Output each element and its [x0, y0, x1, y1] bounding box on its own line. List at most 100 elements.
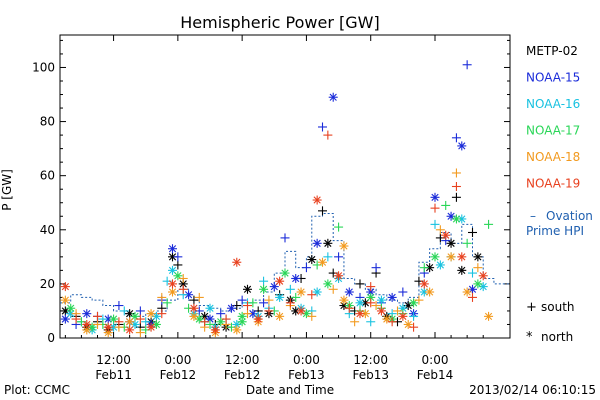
- data-point-noaa-18: [146, 309, 156, 319]
- data-point-noaa-15: [291, 273, 301, 283]
- marker-legend: + south * north: [526, 300, 575, 345]
- data-point-noaa-18: [82, 325, 92, 335]
- data-point-noaa-17: [66, 303, 76, 313]
- x-tick-label-date: Feb14: [417, 368, 454, 382]
- data-point-noaa-19: [441, 230, 451, 240]
- legend-entry-noaa-16: NOAA-16: [526, 97, 580, 111]
- legend: METP-02 NOAA-15 NOAA-16 NOAA-17 NOAA-18 NOAA-…: [526, 44, 580, 191]
- data-point-noaa-19: [451, 182, 461, 191]
- data-point-metp-02: [355, 279, 365, 289]
- ovation-legend-label-line2: Prime HPI: [526, 224, 584, 238]
- data-point-noaa-17: [441, 200, 451, 210]
- data-point-noaa-15: [334, 252, 344, 262]
- plot-border: [59, 34, 511, 339]
- data-point-noaa-18: [350, 317, 360, 327]
- data-point-noaa-19: [398, 311, 408, 321]
- x-tick-label-time: 12:00: [353, 353, 388, 367]
- data-point-noaa-16: [119, 306, 129, 316]
- data-points: [60, 60, 494, 338]
- data-point-noaa-15: [216, 309, 226, 319]
- x-tick-label-date: Feb11: [95, 368, 132, 382]
- footer-timestamp: 2013/02/14 06:10:15: [469, 383, 596, 397]
- data-point-noaa-15: [301, 263, 311, 273]
- data-point-metp-02: [189, 295, 199, 305]
- data-point-metp-02: [243, 284, 252, 294]
- data-point-noaa-16: [275, 292, 285, 302]
- data-point-noaa-19: [221, 314, 231, 324]
- data-point-noaa-19: [409, 322, 419, 332]
- data-point-noaa-16: [355, 298, 365, 308]
- y-axis: 0 20 40 60 80 100: [32, 39, 510, 345]
- data-point-noaa-19: [200, 317, 210, 327]
- data-point-noaa-18: [157, 292, 167, 302]
- data-point-noaa-18: [232, 325, 242, 335]
- data-point-noaa-17: [462, 238, 472, 248]
- data-point-noaa-18: [451, 168, 461, 178]
- data-point-noaa-18: [135, 328, 145, 338]
- data-point-noaa-18: [414, 295, 424, 305]
- data-point-noaa-15: [371, 263, 381, 273]
- data-point-metp-02: [323, 238, 333, 248]
- data-point-noaa-19: [82, 319, 92, 329]
- data-point-noaa-19: [366, 298, 376, 308]
- data-point-noaa-15: [280, 233, 290, 243]
- x-axis-label: Date and Time: [246, 383, 334, 397]
- data-point-noaa-18: [275, 311, 285, 321]
- data-point-noaa-19: [243, 301, 252, 311]
- data-point-noaa-15: [173, 252, 183, 262]
- data-point-noaa-15: [114, 301, 124, 311]
- data-point-noaa-18: [178, 273, 188, 283]
- data-point-noaa-17: [473, 279, 483, 289]
- data-point-metp-02: [318, 206, 327, 216]
- data-point-noaa-18: [446, 252, 456, 262]
- data-point-noaa-19: [210, 325, 220, 335]
- data-point-noaa-17: [291, 292, 301, 302]
- data-point-noaa-19: [323, 130, 333, 140]
- data-point-noaa-19: [296, 306, 306, 316]
- data-point-noaa-18: [435, 225, 445, 235]
- data-point-noaa-16: [366, 317, 376, 327]
- data-point-noaa-15: [168, 244, 177, 254]
- data-point-noaa-19: [93, 311, 102, 321]
- data-point-noaa-15: [82, 309, 92, 319]
- x-tick-label-time: 12:00: [225, 353, 260, 367]
- data-point-noaa-16: [141, 317, 151, 327]
- ovation-legend: – Ovation Prime HPI: [526, 209, 593, 238]
- data-point-noaa-19: [232, 257, 242, 267]
- y-tick-label: 80: [40, 115, 55, 129]
- data-point-noaa-19: [457, 252, 467, 262]
- data-point-noaa-19: [114, 317, 124, 327]
- data-point-noaa-15: [184, 290, 194, 300]
- data-point-noaa-15: [259, 298, 269, 308]
- data-point-noaa-15: [398, 287, 408, 297]
- data-point-noaa-17: [451, 214, 461, 224]
- data-point-noaa-15: [457, 141, 467, 151]
- data-point-noaa-19: [366, 282, 376, 292]
- data-point-noaa-16: [430, 219, 440, 229]
- data-point-metp-02: [173, 260, 183, 270]
- legend-entry-metp-02: METP-02: [526, 44, 578, 58]
- data-point-noaa-15: [312, 238, 322, 248]
- data-point-noaa-19: [275, 276, 285, 286]
- data-point-noaa-19: [387, 317, 397, 327]
- data-point-noaa-19: [253, 314, 263, 324]
- data-point-noaa-18: [296, 287, 306, 297]
- data-point-noaa-15: [318, 122, 327, 132]
- data-point-noaa-16: [409, 311, 419, 321]
- data-point-noaa-16: [259, 276, 269, 286]
- legend-entry-noaa-15: NOAA-15: [526, 71, 580, 85]
- y-tick-label: 100: [32, 60, 55, 74]
- data-point-noaa-18: [425, 287, 435, 297]
- marker-legend-symbol: +: [526, 300, 537, 315]
- data-point-noaa-17: [323, 279, 333, 289]
- plot-area: [59, 34, 511, 339]
- ovation-legend-label-line1: Ovation: [546, 209, 593, 223]
- x-tick-label-time: 0:00: [293, 353, 320, 367]
- data-point-noaa-17: [248, 298, 258, 308]
- y-tick-label: 20: [40, 277, 55, 291]
- data-point-noaa-18: [462, 287, 472, 297]
- data-point-noaa-19: [60, 282, 70, 292]
- data-point-noaa-15: [237, 295, 247, 305]
- legend-entry-noaa-17: NOAA-17: [526, 124, 580, 138]
